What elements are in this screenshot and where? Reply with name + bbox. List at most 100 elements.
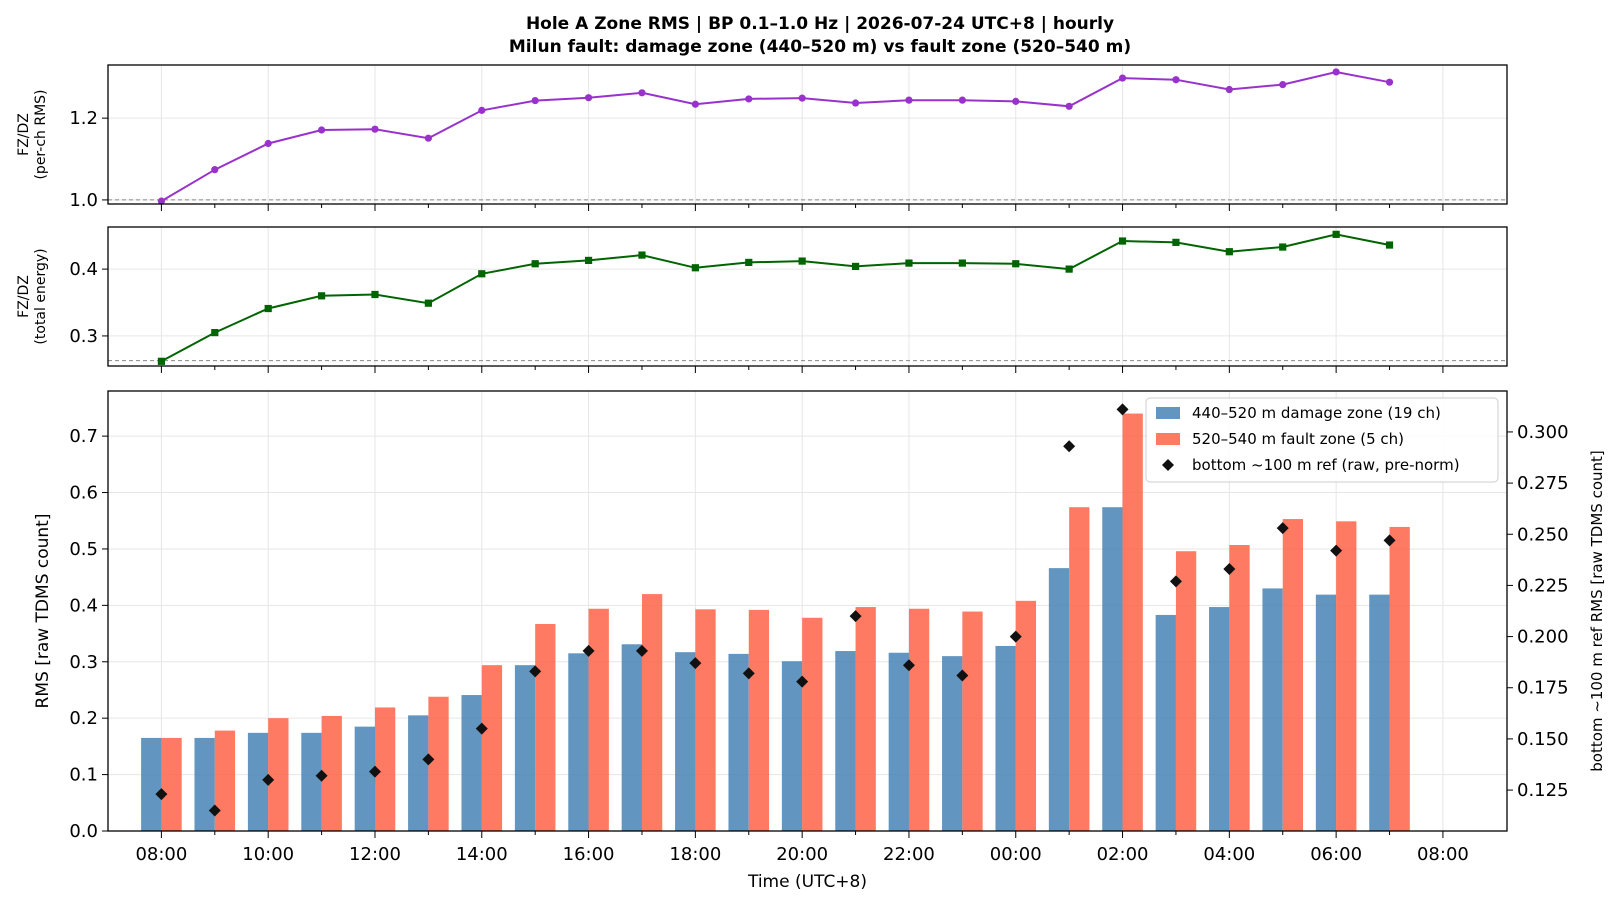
- ratio-energy-point: [371, 290, 379, 299]
- ratio-energy-point: [264, 304, 272, 313]
- fault-zone-bar: [1069, 507, 1090, 831]
- ratio-energy-point: [1118, 237, 1127, 245]
- ratio-rms-point: [371, 125, 379, 133]
- ratio-rms-point: [211, 166, 219, 174]
- damage-zone-bar: [781, 661, 803, 831]
- bottom-ref-marker: [902, 659, 915, 672]
- rms-xtick-label: 08:00: [135, 844, 187, 865]
- bottom-ref-marker: [1383, 534, 1396, 547]
- ratio-energy-point: [745, 258, 753, 267]
- rms-xtick-label: 04:00: [1203, 844, 1255, 865]
- bottom-ref-marker: [1009, 630, 1022, 643]
- legend: 440–520 m damage zone (19 ch) 520–540 m f…: [1145, 397, 1499, 483]
- bottom-ref-marker: [849, 610, 862, 623]
- y-axis-label-right: bottom ~100 m ref RMS [raw TDMS count]: [1588, 450, 1606, 772]
- fault-zone-bar: [1229, 545, 1250, 831]
- fault-zone-bar: [321, 715, 342, 831]
- ratio-rms-point: [317, 126, 326, 134]
- chart-title-line2: Milun fault: damage zone (440–520 m) vs …: [509, 37, 1131, 57]
- damage-zone-bar: [301, 732, 322, 831]
- bottom-ref-marker: [582, 644, 595, 657]
- fault-zone-bar: [481, 665, 503, 831]
- ratio-rms-point: [958, 96, 966, 104]
- damage-zone-bar: [1155, 614, 1176, 831]
- ratio-rms-point: [157, 197, 165, 205]
- rms-xtick-label: 14:00: [456, 844, 508, 865]
- ratio-energy-point: [691, 264, 699, 272]
- fault-zone-bar: [908, 608, 930, 831]
- bottom-ref-marker: [689, 657, 702, 670]
- ratio-energy-point: [478, 270, 486, 278]
- bottom-ref-marker: [315, 769, 328, 782]
- ratio-energy-ytick-label: 0.4: [69, 259, 98, 280]
- ratio-rms-point: [1012, 97, 1020, 105]
- legend-label: 520–540 m fault zone (5 ch): [1192, 430, 1404, 448]
- bottom-ref-marker: [1063, 440, 1076, 453]
- damage-zone-bar: [461, 695, 482, 831]
- damage-zone-bar: [995, 645, 1016, 831]
- ref-ytick-label: 0.125: [1517, 780, 1569, 801]
- ratio-energy-panel: 0.3 0.4 FZ/DZ(total energy): [16, 226, 1508, 373]
- ratio-rms-point: [1172, 76, 1180, 84]
- damage-zone-bar: [888, 652, 909, 831]
- ratio-rms-point: [1118, 74, 1127, 82]
- damage-zone-bar: [514, 665, 536, 831]
- ratio-energy-point: [584, 256, 593, 265]
- legend-label: bottom ~100 m ref (raw, pre-norm): [1192, 456, 1460, 474]
- ref-ytick-label: 0.225: [1517, 575, 1569, 596]
- bottom-ref-marker: [529, 665, 542, 678]
- ratio-rms-point: [745, 95, 753, 103]
- fault-zone-bar: [641, 594, 663, 831]
- damage-zone-bar: [1209, 607, 1230, 831]
- rms-frame: [107, 390, 1508, 832]
- legend-label: 440–520 m damage zone (19 ch): [1192, 404, 1441, 422]
- damage-zone-bar: [1102, 507, 1123, 831]
- fault-zone-bar: [802, 617, 823, 831]
- y-axis-label: RMS [raw TDMS count]: [33, 514, 53, 709]
- ratio-energy-ytick-label: 0.3: [69, 326, 98, 347]
- rms-xtick-label: 22:00: [883, 844, 935, 865]
- ratio-rms-point: [424, 134, 432, 142]
- fault-zone-bar: [695, 609, 716, 831]
- fault-zone-bar: [268, 718, 289, 831]
- chart-title-line1: Hole A Zone RMS | BP 0.1–1.0 Hz | 2026-0…: [526, 14, 1114, 34]
- bottom-ref-marker: [1169, 575, 1182, 588]
- bottom-ref-marker: [155, 788, 168, 801]
- damage-zone-bar: [942, 656, 963, 831]
- rms-ytick-label: 0.6: [69, 483, 98, 504]
- bottom-ref-marker: [796, 675, 809, 688]
- fault-zone-bar: [588, 608, 609, 831]
- damage-zone-bar: [408, 715, 429, 831]
- ratio-rms-point: [1225, 85, 1233, 94]
- ratio-rms-point: [1332, 68, 1340, 76]
- damage-zone-bar: [194, 737, 215, 831]
- ref-ytick-label: 0.300: [1517, 422, 1569, 443]
- rms-bar-panel: 0.0 0.1 0.2 0.3 0.4 0.5 0.6 0.7 0.125 0.150 0.175 0…: [33, 390, 1606, 892]
- damage-zone-bar: [621, 644, 642, 831]
- rms-xtick-label: 20:00: [776, 844, 828, 865]
- bottom-ref-marker: [208, 804, 221, 817]
- bottom-ref-marker: [1330, 544, 1343, 557]
- ratio-energy-point: [211, 328, 219, 337]
- ratio-energy-frame: [107, 226, 1508, 367]
- ratio-energy-ylabel-line2: (total energy): [33, 248, 49, 344]
- ratio-rms-point: [638, 89, 646, 97]
- rms-xtick-label: 12:00: [349, 844, 401, 865]
- ratio-rms-point: [905, 96, 913, 104]
- legend-marker-bottom-ref: [1162, 459, 1174, 471]
- damage-zone-bar: [141, 737, 162, 831]
- ratio-energy-point: [317, 292, 326, 300]
- ratio-rms-panel: 1.0 1.2 FZ/DZ(per-ch RMS): [16, 64, 1508, 211]
- fault-zone-bar: [1389, 526, 1410, 831]
- rms-xtick-label: 18:00: [669, 844, 721, 865]
- fault-zone-bar: [161, 737, 182, 831]
- bottom-ref-marker: [742, 667, 755, 680]
- fault-zone-bar: [1336, 521, 1357, 831]
- rms-xtick-label: 10:00: [242, 844, 294, 865]
- ratio-energy-point: [1332, 230, 1340, 238]
- rms-ytick-label: 0.3: [69, 652, 98, 673]
- fault-zone-bar: [1175, 551, 1197, 831]
- bottom-ref-marker: [1223, 563, 1236, 576]
- bottom-ref-marker: [635, 644, 648, 657]
- bottom-ref-marker: [1116, 403, 1129, 416]
